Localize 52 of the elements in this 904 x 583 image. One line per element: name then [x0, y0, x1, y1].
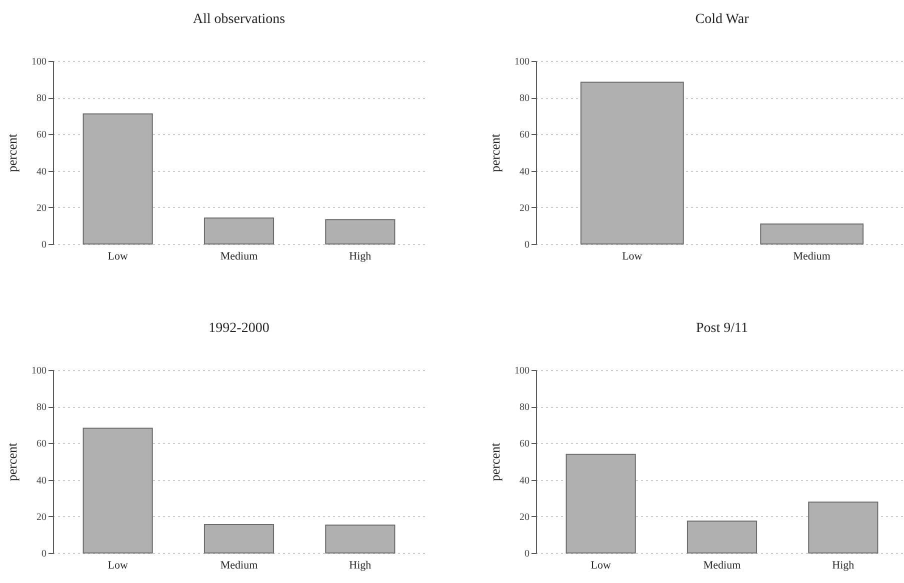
x-tick-label: Low [108, 250, 128, 262]
chart-title: All observations [192, 12, 286, 27]
y-tick-label: 0 [42, 548, 46, 560]
bar [82, 113, 153, 244]
y-tick-label: 100 [32, 366, 46, 376]
chart-title: 1992-2000 [208, 321, 270, 336]
chart-title: Post 9/11 [696, 321, 748, 336]
y-tick-label: 20 [520, 512, 530, 523]
x-tick-label: Medium [793, 250, 831, 262]
x-tick-label: Low [590, 560, 611, 572]
y-tick-label: 100 [514, 56, 530, 68]
x-tick-label: Medium [220, 250, 258, 262]
y-tick-label: 0 [524, 548, 530, 560]
y-tick-label: 60 [36, 438, 46, 450]
bar [566, 454, 636, 554]
chart-title: Cold War [695, 12, 750, 27]
y-tick-label: 0 [42, 240, 46, 250]
x-tick-label: Low [622, 250, 642, 262]
y-tick-label: 80 [520, 402, 530, 414]
y-tick-label: 40 [36, 166, 46, 178]
y-axis-title: percent [488, 133, 502, 172]
x-tick-label: High [349, 560, 372, 572]
bar [82, 428, 153, 554]
x-tick-label: Low [108, 560, 128, 572]
bar [204, 218, 274, 244]
bar [325, 219, 396, 244]
y-tick-label: 80 [36, 402, 46, 414]
y-tick-label: 60 [520, 130, 530, 141]
y-tick-label: 40 [520, 166, 530, 178]
y-axis-title: percent [4, 442, 20, 482]
y-axis-title: percent [4, 133, 20, 172]
y-tick-label: 40 [36, 475, 46, 486]
y-tick-label: 60 [36, 130, 46, 141]
y-tick-label: 20 [36, 512, 46, 523]
x-tick-label: Medium [220, 560, 258, 572]
bar [808, 502, 878, 554]
y-tick-label: 0 [524, 240, 530, 250]
y-tick-label: 60 [520, 438, 530, 450]
y-tick-label: 40 [520, 475, 530, 486]
bar [204, 524, 274, 554]
y-tick-label: 80 [520, 93, 530, 104]
y-tick-label: 100 [514, 366, 530, 376]
x-tick-label: High [349, 250, 372, 262]
y-axis-title: percent [488, 442, 502, 482]
y-tick-label: 80 [36, 93, 46, 104]
y-tick-label: 20 [36, 202, 46, 214]
y-tick-label: 20 [520, 202, 530, 214]
y-tick-label: 100 [32, 56, 46, 68]
bar [325, 524, 396, 554]
x-tick-label: Medium [703, 560, 742, 572]
x-tick-label: High [832, 560, 855, 572]
bar [686, 520, 758, 554]
